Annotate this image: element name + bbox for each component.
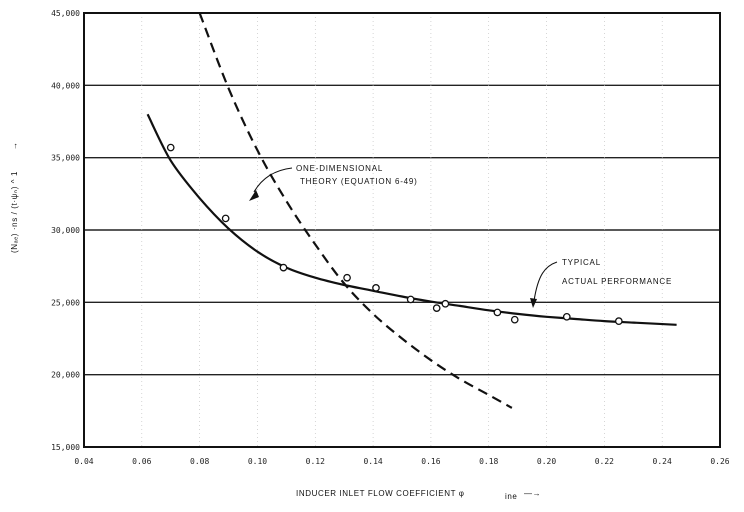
x-axis-label-subscript: ine <box>505 492 517 501</box>
x-axis-label: INDUCER INLET FLOW COEFFICIENT φ ine —→ <box>296 489 541 501</box>
data-point-marker <box>166 143 175 152</box>
y-tick-label: 15,000 <box>51 443 80 452</box>
x-axis-arrow: —→ <box>524 489 541 498</box>
y-tick-labels: 15,000 20,000 25,000 30,000 35,000 40,000 45,0… <box>51 9 80 452</box>
x-tick-label: 0.18 <box>479 457 498 466</box>
x-tick-label: 0.04 <box>74 457 93 466</box>
grid-lines <box>84 13 720 447</box>
y-tick-label: 20,000 <box>51 371 80 380</box>
x-axis-label-text: INDUCER INLET FLOW COEFFICIENT φ <box>296 489 465 498</box>
y-tick-label: 40,000 <box>51 81 80 90</box>
x-tick-label: 0.14 <box>363 457 382 466</box>
y-tick-label: 35,000 <box>51 154 80 163</box>
y-axis-label: (Nₐₑ) ·ns / (t·ψₙ) ^ 1 → <box>10 141 19 253</box>
annotations: ONE-DIMENSIONAL THEORY (EQUATION 6-49) T… <box>249 164 672 308</box>
x-tick-label: 0.24 <box>653 457 672 466</box>
data-point-marker <box>510 315 519 324</box>
y-tick-label: 30,000 <box>51 226 80 235</box>
theory-leader-arrowhead <box>249 190 259 201</box>
y-tick-label: 45,000 <box>51 9 80 18</box>
x-tick-labels: 0.04 0.06 0.08 0.10 0.12 0.14 0.16 0.18 0.20 0.22… <box>74 457 729 466</box>
data-point-marker <box>279 263 288 272</box>
theory-curve <box>198 12 513 409</box>
annotation-actual-line1: TYPICAL <box>562 258 601 267</box>
y-axis-label-text: (Nₐₑ) ·ns / (t·ψₙ) ^ 1 <box>10 171 19 253</box>
actual-performance-curve <box>146 113 677 326</box>
data-point-marker <box>343 273 351 282</box>
actual-leader-line <box>533 261 558 302</box>
data-point-marker <box>432 304 441 312</box>
x-tick-label: 0.12 <box>306 457 325 466</box>
x-tick-label: 0.08 <box>190 457 209 466</box>
actual-leader-arrowhead <box>530 298 537 308</box>
data-point-marker <box>562 312 571 321</box>
data-point-marker <box>406 295 415 304</box>
y-axis-arrow: → <box>10 141 19 150</box>
data-point-marker <box>441 299 450 308</box>
x-tick-label: 0.06 <box>132 457 151 466</box>
annotation-theory-line2: THEORY (EQUATION 6-49) <box>300 177 418 186</box>
annotation-actual-line2: ACTUAL PERFORMANCE <box>562 277 672 286</box>
series-lines <box>146 12 677 409</box>
x-tick-label: 0.22 <box>595 457 614 466</box>
x-tick-label: 0.10 <box>248 457 267 466</box>
data-markers <box>166 143 623 325</box>
theory-leader-line <box>253 167 293 193</box>
x-tick-label: 0.20 <box>537 457 556 466</box>
data-point-marker <box>493 308 502 317</box>
x-tick-label: 0.16 <box>421 457 440 466</box>
plot-frame <box>83 12 721 448</box>
data-point-marker <box>372 284 380 292</box>
data-point-marker <box>614 317 623 325</box>
x-tick-label: 0.26 <box>710 457 729 466</box>
data-point-marker <box>221 214 230 223</box>
annotation-theory-line1: ONE-DIMENSIONAL <box>296 164 383 173</box>
y-tick-label: 25,000 <box>51 298 80 307</box>
